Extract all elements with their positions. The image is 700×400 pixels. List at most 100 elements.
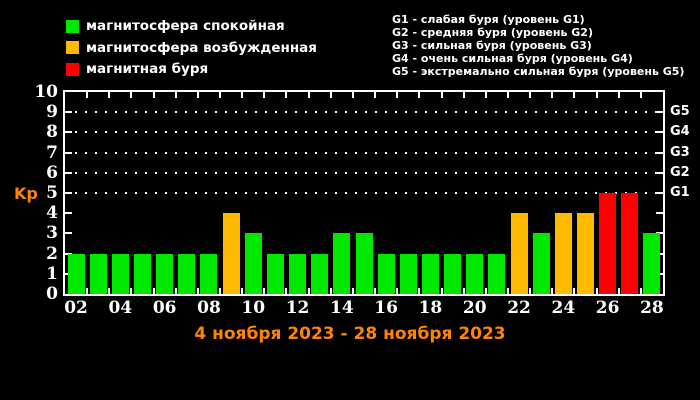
x-tick-top (506, 92, 509, 98)
x-tick-bottom (573, 288, 576, 294)
storm-scale-line-g4: G4 - очень сильная буря (уровень G4) (392, 52, 633, 65)
legend-item-storm: магнитная буря (66, 62, 208, 76)
x-tick-top (152, 92, 155, 98)
y-tick-label-5: 5 (46, 183, 58, 203)
x-tick-top (617, 92, 620, 98)
x-tick-bottom (263, 288, 266, 294)
gridline-g5 (65, 111, 663, 114)
right-axis-label-g2: G2 (670, 164, 690, 180)
x-tick-top (440, 92, 443, 98)
y-tick-left (65, 111, 72, 114)
kp-bar-day-25 (576, 213, 594, 294)
x-tick-bottom (440, 288, 443, 294)
legend-item-excited: магнитосфера возбужденная (66, 41, 317, 55)
x-tick-bottom (86, 288, 89, 294)
x-tick-top (86, 92, 89, 98)
x-tick-bottom (307, 288, 310, 294)
y-tick-left (65, 151, 72, 154)
kp-bar-day-28 (643, 233, 661, 294)
x-tick-bottom (196, 288, 199, 294)
x-tick-bottom (351, 288, 354, 294)
x-tick-label-12: 12 (285, 298, 310, 318)
kp-bar-day-23 (532, 233, 550, 294)
x-tick-bottom (285, 288, 288, 294)
right-axis-label-g3: G3 (670, 144, 690, 160)
x-tick-top (573, 92, 576, 98)
y-tick-left (65, 232, 72, 235)
x-tick-bottom (396, 288, 399, 294)
kp-bar-day-17 (399, 253, 417, 294)
kp-bar-day-12 (289, 253, 307, 294)
y-tick-right (656, 171, 663, 174)
kp-bar-day-10 (244, 233, 262, 294)
y-tick-right (656, 131, 663, 134)
storm-scale-line-g3: G3 - сильная буря (уровень G3) (392, 39, 592, 52)
y-tick-label-3: 3 (46, 223, 58, 244)
kp-bar-day-19 (444, 253, 462, 294)
kp-bar-day-13 (311, 253, 329, 294)
x-tick-label-06: 06 (152, 298, 177, 318)
x-tick-label-16: 16 (374, 298, 398, 318)
x-tick-bottom (374, 288, 377, 294)
x-tick-bottom (174, 288, 177, 294)
kp-bar-day-05 (134, 253, 152, 294)
y-tick-right (656, 212, 663, 215)
x-tick-bottom (484, 288, 487, 294)
gridline-g1 (65, 192, 663, 194)
storm-scale-line-g1: G1 - слабая буря (уровень G1) (392, 13, 585, 26)
x-tick-bottom (506, 288, 509, 294)
x-tick-top (551, 92, 554, 98)
kp-bar-day-02 (67, 253, 85, 294)
legend-label-excited: магнитосфера возбужденная (86, 39, 317, 56)
x-tick-top (307, 92, 310, 98)
right-axis-label-g4: G4 (670, 124, 690, 140)
gridline-g3 (65, 151, 663, 154)
kp-bar-day-06 (156, 253, 174, 294)
kp-bar-day-22 (510, 213, 528, 294)
x-tick-top (418, 92, 421, 98)
kp-bar-day-20 (466, 253, 484, 294)
x-tick-label-26: 26 (595, 298, 620, 318)
kp-bar-day-09 (222, 213, 240, 294)
legend-swatch-calm (66, 19, 79, 33)
kp-bar-day-04 (111, 253, 129, 294)
y-tick-left (65, 252, 72, 255)
kp-bar-day-21 (488, 253, 506, 294)
y-tick-label-8: 8 (46, 122, 58, 143)
y-tick-right (656, 111, 663, 114)
storm-scale-line-g5: G5 - экстремально сильная буря (уровень … (392, 65, 685, 78)
kp-bar-day-08 (200, 253, 218, 294)
x-tick-top (130, 92, 133, 98)
x-tick-bottom (595, 288, 598, 294)
y-tick-left (65, 212, 72, 215)
x-tick-bottom (329, 288, 332, 294)
storm-scale-legend: G1 - слабая буря (уровень G1) G2 - средня… (392, 13, 684, 78)
x-tick-top (108, 92, 111, 98)
legend-label-storm: магнитная буря (86, 61, 209, 77)
x-tick-bottom (617, 288, 620, 294)
x-tick-label-24: 24 (551, 298, 576, 318)
x-tick-bottom (639, 288, 642, 294)
kp-bar-day-26 (599, 193, 617, 294)
x-tick-top (241, 92, 244, 98)
x-tick-bottom (418, 288, 421, 294)
x-tick-top (396, 92, 399, 98)
y-tick-left (65, 171, 72, 174)
x-tick-label-02: 02 (64, 298, 88, 318)
y-tick-label-6: 6 (46, 162, 58, 183)
kp-bar-day-07 (178, 253, 196, 294)
x-tick-top (351, 92, 354, 98)
x-tick-top (196, 92, 199, 98)
x-tick-top (329, 92, 332, 98)
y-tick-left (65, 192, 72, 194)
x-tick-bottom (529, 288, 532, 294)
x-tick-label-10: 10 (241, 298, 266, 318)
y-tick-label-1: 1 (46, 263, 58, 284)
y-tick-label-4: 4 (46, 203, 58, 224)
x-tick-top (174, 92, 177, 98)
legend-swatch-excited (66, 41, 79, 54)
x-tick-top (219, 92, 222, 98)
kp-bar-day-16 (377, 253, 395, 294)
x-tick-label-08: 08 (197, 298, 221, 318)
